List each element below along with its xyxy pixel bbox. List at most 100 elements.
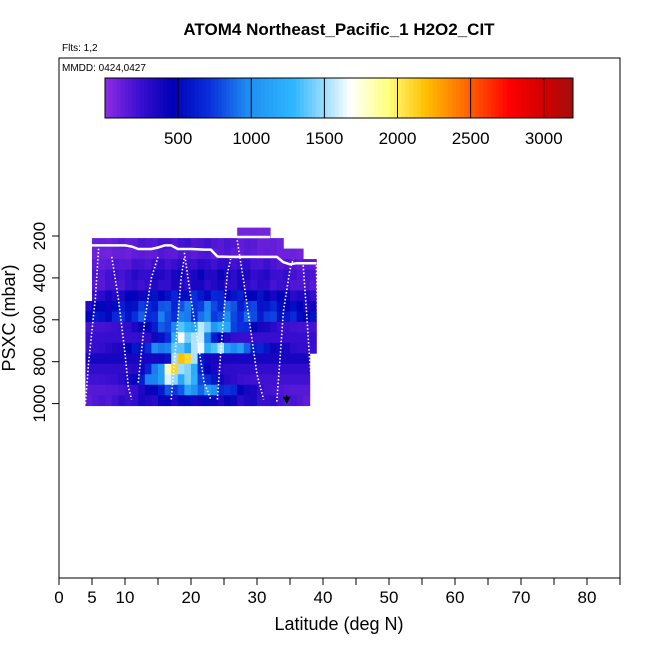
heatmap-cell (105, 353, 113, 365)
heatmap-cell (92, 374, 99, 386)
heatmap-cell (290, 311, 297, 323)
heatmap-cell (177, 259, 185, 270)
colorbar-segment (284, 78, 289, 118)
colorbar-segment (459, 78, 465, 118)
heatmap-cell (197, 395, 205, 407)
heatmap-cell (257, 259, 264, 270)
heatmap-cell (224, 332, 231, 344)
heatmap-cell (118, 384, 126, 396)
heatmap-cell (144, 311, 152, 323)
heatmap-cell (257, 374, 264, 386)
heatmap-cell (144, 374, 152, 386)
heatmap-cell (243, 395, 251, 407)
colorbar-segment (557, 78, 562, 118)
heatmap-cell (296, 259, 304, 270)
heatmap-cell (98, 238, 106, 249)
heatmap-cell (210, 384, 218, 396)
heatmap-cell (237, 332, 245, 344)
heatmap-cell (303, 300, 311, 312)
heatmap-cell (303, 374, 311, 386)
heatmap-cell (151, 290, 159, 302)
heatmap-cell (250, 384, 258, 396)
heatmap-cell (237, 290, 245, 302)
heatmap-cell (217, 290, 225, 302)
heatmap-cell (230, 280, 238, 291)
heatmap-cell (138, 290, 146, 302)
heatmap-cell (230, 321, 238, 333)
heatmap-cell (151, 269, 159, 281)
heatmap-cell (171, 321, 179, 333)
heatmap-cell (125, 353, 132, 365)
heatmap-cell (210, 374, 218, 386)
heatmap-cell (125, 248, 132, 260)
heatmap-cell (296, 374, 304, 386)
heatmap-cell (131, 321, 139, 333)
heatmap-cell (276, 300, 284, 312)
heatmap-cell (197, 238, 205, 249)
heatmap-cell (125, 395, 132, 407)
heatmap-cell (184, 290, 192, 302)
heatmap-cell (257, 395, 264, 407)
heatmap-cell (243, 332, 251, 344)
heatmap-cell (118, 280, 126, 291)
colorbar-segment (452, 78, 457, 118)
heatmap-cell (263, 227, 271, 239)
heatmap-cell (85, 342, 93, 354)
heatmap-cell (85, 300, 93, 312)
heatmap-cell (290, 395, 297, 407)
heatmap-cell (85, 363, 93, 375)
heatmap-cell (125, 269, 132, 281)
heatmap-cell (270, 321, 278, 333)
heatmap-cell (296, 248, 304, 260)
colorbar-segment (190, 78, 196, 118)
heatmap-cell (210, 395, 218, 407)
heatmap-cell (217, 395, 225, 407)
heatmap-cell (105, 280, 113, 291)
heatmap-cell (290, 321, 297, 333)
heatmap-cell (184, 332, 192, 344)
heatmap-cell (296, 311, 304, 323)
heatmap-cell (243, 342, 251, 354)
heatmap-cell (210, 300, 218, 312)
heatmap-cell (177, 321, 185, 333)
heatmap-cell (138, 238, 146, 249)
heatmap-cell (296, 280, 304, 291)
heatmap-cell (283, 321, 291, 333)
heatmap-cell (230, 259, 238, 270)
heatmap-cell (263, 248, 271, 260)
heatmap-cell (257, 353, 264, 365)
heatmap-cell (250, 290, 258, 302)
colorbar-segment (253, 78, 258, 118)
heatmap-cell (171, 374, 179, 386)
heatmap-cell (237, 248, 245, 260)
heatmap-cell (111, 374, 119, 386)
heatmap-cell (164, 269, 172, 281)
heatmap-cell (257, 280, 264, 291)
heatmap-cell (111, 342, 119, 354)
colorbar-segment (237, 78, 242, 118)
heatmap-cell (230, 384, 238, 396)
heatmap-cell (204, 363, 212, 375)
heatmap-cell (191, 321, 198, 333)
heatmap-cell (276, 259, 284, 270)
heatmap-cell (250, 269, 258, 281)
heatmap-cell (158, 290, 165, 302)
heatmap-cell (230, 395, 238, 407)
heatmap-cell (191, 353, 198, 365)
heatmap-cell (158, 395, 165, 407)
heatmap-cell (164, 238, 172, 249)
heatmap-cell (237, 395, 245, 407)
colorbar-segment (128, 78, 133, 118)
colorbar-segment (545, 78, 551, 118)
heatmap-cell (230, 311, 238, 323)
heatmap-cell (158, 269, 165, 281)
x-tick-label: 40 (314, 588, 333, 607)
heatmap-cell (204, 353, 212, 365)
heatmap-cell (237, 321, 245, 333)
heatmap-cell (111, 238, 119, 249)
heatmap-cell (171, 384, 179, 396)
heatmap-cell (230, 238, 238, 249)
heatmap-cell (224, 353, 231, 365)
heatmap-cell (243, 227, 251, 239)
heatmap-cell (105, 332, 113, 344)
